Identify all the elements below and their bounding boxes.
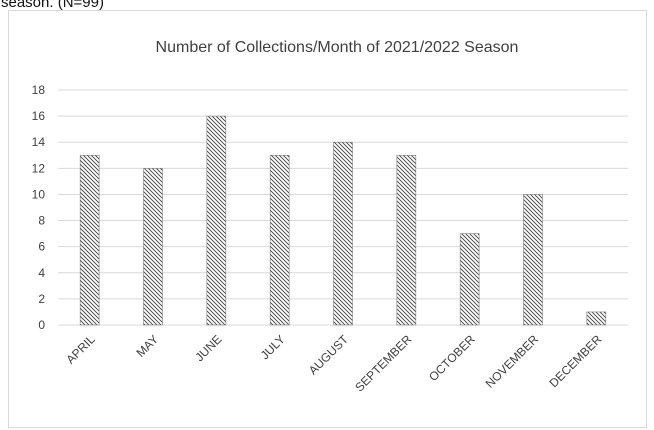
x-tick-label: AUGUST (306, 332, 352, 378)
y-tick-label: 14 (32, 135, 46, 149)
bar-november (523, 194, 543, 326)
x-tick-label: OCTOBER (426, 332, 478, 384)
bar-june (206, 115, 227, 326)
x-tick-label: DECEMBER (546, 332, 604, 390)
bar-july (269, 154, 290, 326)
y-tick-label: 4 (38, 266, 45, 280)
y-tick-label: 2 (38, 292, 45, 306)
y-tick-label: 16 (32, 109, 46, 123)
x-axis-ticks: APRIL MAY JUNE JULY AUGUST SEPTEMBER OCTOBER NO… (63, 332, 604, 395)
y-axis-ticks: 0 2 4 6 8 10 12 14 16 18 (32, 83, 46, 332)
x-tick-label: NOVEMBER (483, 332, 542, 391)
bar-december (586, 311, 607, 326)
y-tick-label: 8 (38, 214, 45, 228)
figure-caption: season. (N=99) (1, 0, 104, 11)
y-tick-label: 6 (38, 240, 45, 254)
x-tick-label: JULY (258, 332, 288, 362)
bar-april (79, 154, 100, 326)
bar-may (143, 168, 163, 326)
x-tick-label: JUNE (192, 332, 224, 364)
chart-title: Number of Collections/Month of 2021/2022… (156, 39, 519, 56)
bar-august (333, 141, 353, 326)
y-tick-label: 18 (32, 83, 46, 97)
x-tick-label: APRIL (63, 332, 98, 367)
bars (79, 115, 607, 326)
y-tick-label: 0 (38, 318, 45, 332)
bar-september (396, 154, 417, 326)
x-tick-label: MAY (133, 332, 161, 360)
y-tick-label: 12 (32, 161, 46, 175)
bar-october (459, 233, 480, 326)
y-tick-label: 10 (32, 187, 46, 201)
x-tick-label: SEPTEMBER (352, 332, 414, 394)
